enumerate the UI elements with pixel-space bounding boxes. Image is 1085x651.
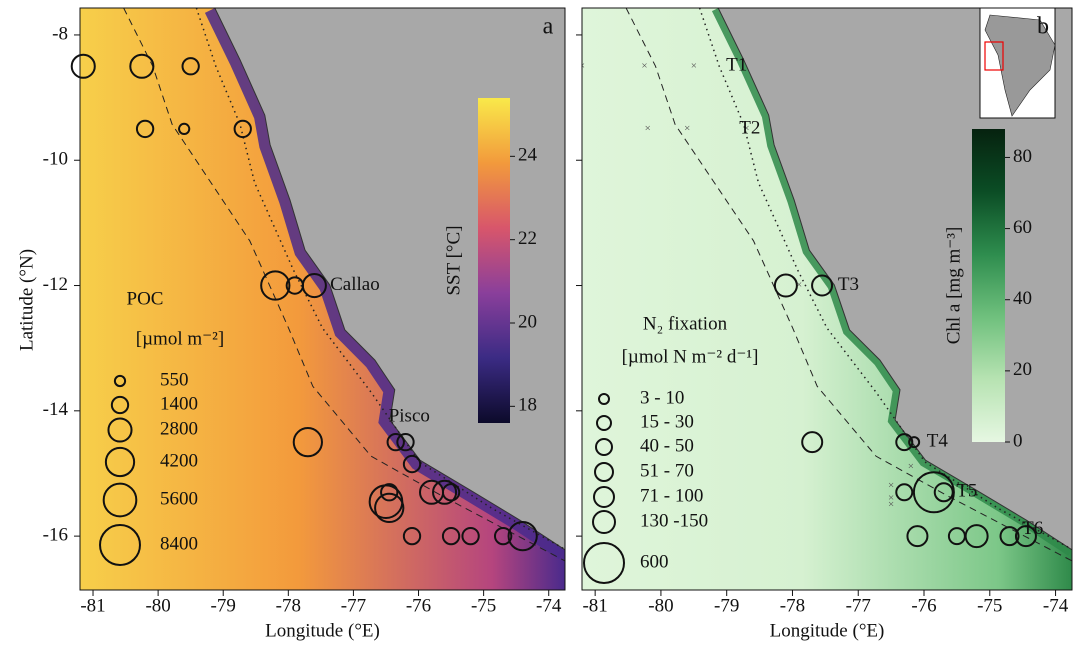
x-axis-label: Longitude (°E) [265,620,380,641]
y-tick-label: -8 [52,23,68,44]
x-tick-label: -76 [406,595,431,616]
colorbar-tick-label: 40 [1013,288,1032,309]
legend-units: [µmol m⁻²] [136,328,224,349]
x-tick-label: -81 [80,595,105,616]
x-tick-label: -76 [911,595,936,616]
x-tick-label: -80 [648,595,673,616]
colorbar [972,129,1005,442]
legend-label: 71 - 100 [640,485,703,506]
y-axis-label: Latitude (°N) [16,249,37,351]
legend-label: 8400 [160,533,198,554]
x-tick-label: -81 [582,595,607,616]
legend-label: 51 - 70 [640,460,694,481]
station-cross: × [691,60,697,72]
x-tick-label: -75 [471,595,496,616]
colorbar-tick-label: 0 [1013,430,1023,451]
x-axis-label: Longitude (°E) [770,620,885,641]
legend-units: [µmol N m⁻² d⁻¹] [622,346,759,367]
legend-label: 2800 [160,418,198,439]
x-tick-label: -77 [341,595,366,616]
annotation: Pisco [389,405,430,426]
colorbar [478,98,510,423]
colorbar-tick-label: 60 [1013,217,1032,238]
x-tick-label: -79 [714,595,739,616]
x-tick-label: -74 [536,595,562,616]
x-tick-label: -79 [211,595,236,616]
x-tick-label: -75 [977,595,1002,616]
x-tick-label: -78 [780,595,805,616]
station-cross: × [641,60,647,72]
annotation: T1 [726,55,747,76]
station-cross: × [684,122,690,134]
annotation: T3 [838,274,859,295]
x-tick-label: -77 [846,595,871,616]
legend-label: 15 - 30 [640,411,694,432]
annotation: T5 [956,481,977,502]
legend-label: 5600 [160,488,198,509]
station-cross: × [888,498,894,510]
colorbar-tick-label: 24 [518,145,538,166]
legend-label: 550 [160,369,189,390]
annotation: T2 [739,117,760,138]
colorbar-tick-label: 22 [518,228,537,249]
y-tick-label: -14 [43,399,69,420]
colorbar-tick-label: 18 [518,395,537,416]
colorbar-label: Chl a [mg m⁻³] [943,227,964,345]
panel-label: b [1037,14,1049,40]
x-tick-label: -78 [276,595,301,616]
figure: Latitude (°N) -81-80-79-78-77-76-75-74-8… [0,0,1085,646]
y-tick-label: -12 [43,274,68,295]
legend-label: 4200 [160,450,198,471]
station-cross: × [908,461,914,473]
colorbar-tick-label: 20 [518,311,537,332]
legend-label: 1400 [160,393,198,414]
legend-title: N₂ fixation [643,313,728,334]
x-tick-label: -80 [145,595,170,616]
annotation: Callao [330,274,380,295]
legend-label: 3 - 10 [640,387,684,408]
station-cross: × [645,122,651,134]
y-tick-label: -10 [43,149,68,170]
x-tick-label: -74 [1043,595,1069,616]
panel-label: a [543,14,554,40]
legend-label: 130 -150 [640,510,708,531]
station-cross: × [888,480,894,492]
legend-title: POC [127,288,164,309]
legend-label: 40 - 50 [640,435,694,456]
legend-label: 600 [640,551,669,572]
colorbar-label: SST [°C] [443,225,464,295]
colorbar-tick-label: 80 [1013,146,1032,167]
y-tick-label: -16 [43,524,68,545]
annotation: T4 [927,431,949,452]
colorbar-tick-label: 20 [1013,359,1032,380]
